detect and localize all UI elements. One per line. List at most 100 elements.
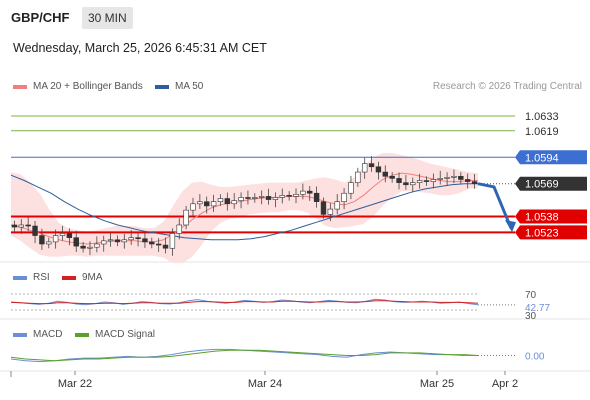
candle: [348, 175, 354, 200]
level-tag-1.0569: [515, 176, 587, 191]
candle-body: [430, 179, 437, 182]
candle: [114, 235, 121, 247]
candle: [217, 194, 224, 206]
candle-body: [46, 241, 52, 245]
candle: [327, 203, 334, 222]
candle: [389, 172, 395, 183]
candle: [73, 230, 79, 253]
candle-body: [25, 224, 31, 227]
candle: [238, 192, 244, 209]
legend-rsi-ma: 9MA: [62, 272, 103, 283]
x-tick-label-Apr-2: Apr 2: [492, 378, 518, 390]
candle: [107, 233, 114, 247]
rsi-line: [10, 298, 479, 306]
candle-body: [293, 193, 299, 197]
candle-body: [410, 182, 416, 186]
candle: [39, 228, 45, 250]
legend-rsi-ma-label: 9MA: [82, 272, 103, 283]
candle-body: [334, 201, 340, 210]
x-tick-label-Mar-25: Mar 25: [420, 378, 454, 390]
candle: [11, 220, 18, 232]
candle-body: [39, 235, 45, 245]
candle-body: [66, 233, 73, 238]
rsi-axis-label-30: 30: [525, 311, 537, 322]
rsi-ma-swatch: [62, 275, 76, 280]
candle: [183, 205, 189, 230]
candle: [355, 167, 361, 187]
symbol-title: GBP/CHF: [11, 10, 70, 25]
timeframe-badge[interactable]: 30 MIN: [82, 7, 133, 29]
candle-body: [355, 171, 361, 183]
candle: [279, 188, 285, 204]
candle-body: [107, 239, 114, 242]
candle: [423, 176, 430, 186]
candle-body: [471, 181, 478, 185]
candle: [444, 172, 450, 187]
candle: [382, 165, 388, 183]
candle-body: [135, 237, 141, 240]
macd-signal-swatch: [75, 332, 89, 337]
candle-body: [389, 175, 395, 179]
candle-body: [238, 197, 244, 201]
candle-body: [32, 225, 38, 236]
candle: [375, 161, 382, 180]
level-label-1.0538: 1.0538: [525, 212, 559, 224]
candle: [403, 175, 409, 190]
candle: [471, 173, 478, 189]
candle: [224, 192, 231, 211]
candle-body: [224, 198, 231, 205]
candle-body: [437, 178, 443, 180]
ma20-swatch: [13, 84, 27, 89]
macd-line: [10, 348, 478, 363]
candle-body: [73, 237, 79, 247]
candle: [396, 172, 402, 190]
candle: [210, 194, 217, 212]
candle-body: [444, 177, 450, 179]
candle: [128, 230, 134, 245]
rsi-ma-line: [10, 300, 479, 305]
candle-body: [416, 180, 423, 183]
candle-body: [265, 196, 272, 200]
candle: [80, 241, 86, 253]
level-label-1.0523: 1.0523: [525, 227, 559, 239]
level-tag-1.0538: [515, 209, 587, 224]
candle-body: [210, 201, 217, 207]
candle-body: [59, 233, 66, 236]
candle-body: [451, 175, 457, 178]
ma50-line: [10, 174, 478, 241]
x-tick-label-Mar-22: Mar 22: [58, 378, 92, 390]
candle-body: [162, 244, 169, 249]
candle: [66, 228, 73, 246]
candle-body: [169, 233, 176, 249]
candle: [94, 236, 100, 253]
legend-macd-signal-label: MACD Signal: [95, 329, 156, 340]
candle-body: [142, 238, 148, 243]
candle-body: [258, 196, 265, 198]
candle: [190, 197, 196, 217]
rsi-axis-label-70: 70: [525, 290, 537, 301]
candle: [197, 194, 203, 209]
candle-body: [197, 201, 203, 205]
legend-ma50: MA 50: [155, 81, 203, 92]
candle: [416, 173, 423, 189]
candle: [46, 237, 52, 249]
candle-body: [382, 171, 388, 177]
level-label-1.0619: 1.0619: [525, 126, 559, 138]
candle: [320, 197, 327, 219]
candle-body: [403, 182, 409, 186]
bollinger-band: [11, 153, 478, 264]
level-label-1.0569: 1.0569: [525, 179, 559, 191]
candle-body: [375, 166, 382, 173]
forecast-arrow-head: [505, 220, 516, 233]
candle-body: [368, 163, 375, 168]
legend-rsi: RSI: [13, 272, 50, 283]
candle-body: [11, 224, 18, 228]
candle-body: [18, 224, 25, 228]
level-tag-1.0523: [515, 225, 587, 240]
candle: [245, 190, 251, 205]
candle-body: [252, 197, 258, 199]
candle-body: [327, 208, 334, 215]
candle-body: [155, 243, 162, 246]
level-tag-1.0594: [515, 150, 587, 165]
